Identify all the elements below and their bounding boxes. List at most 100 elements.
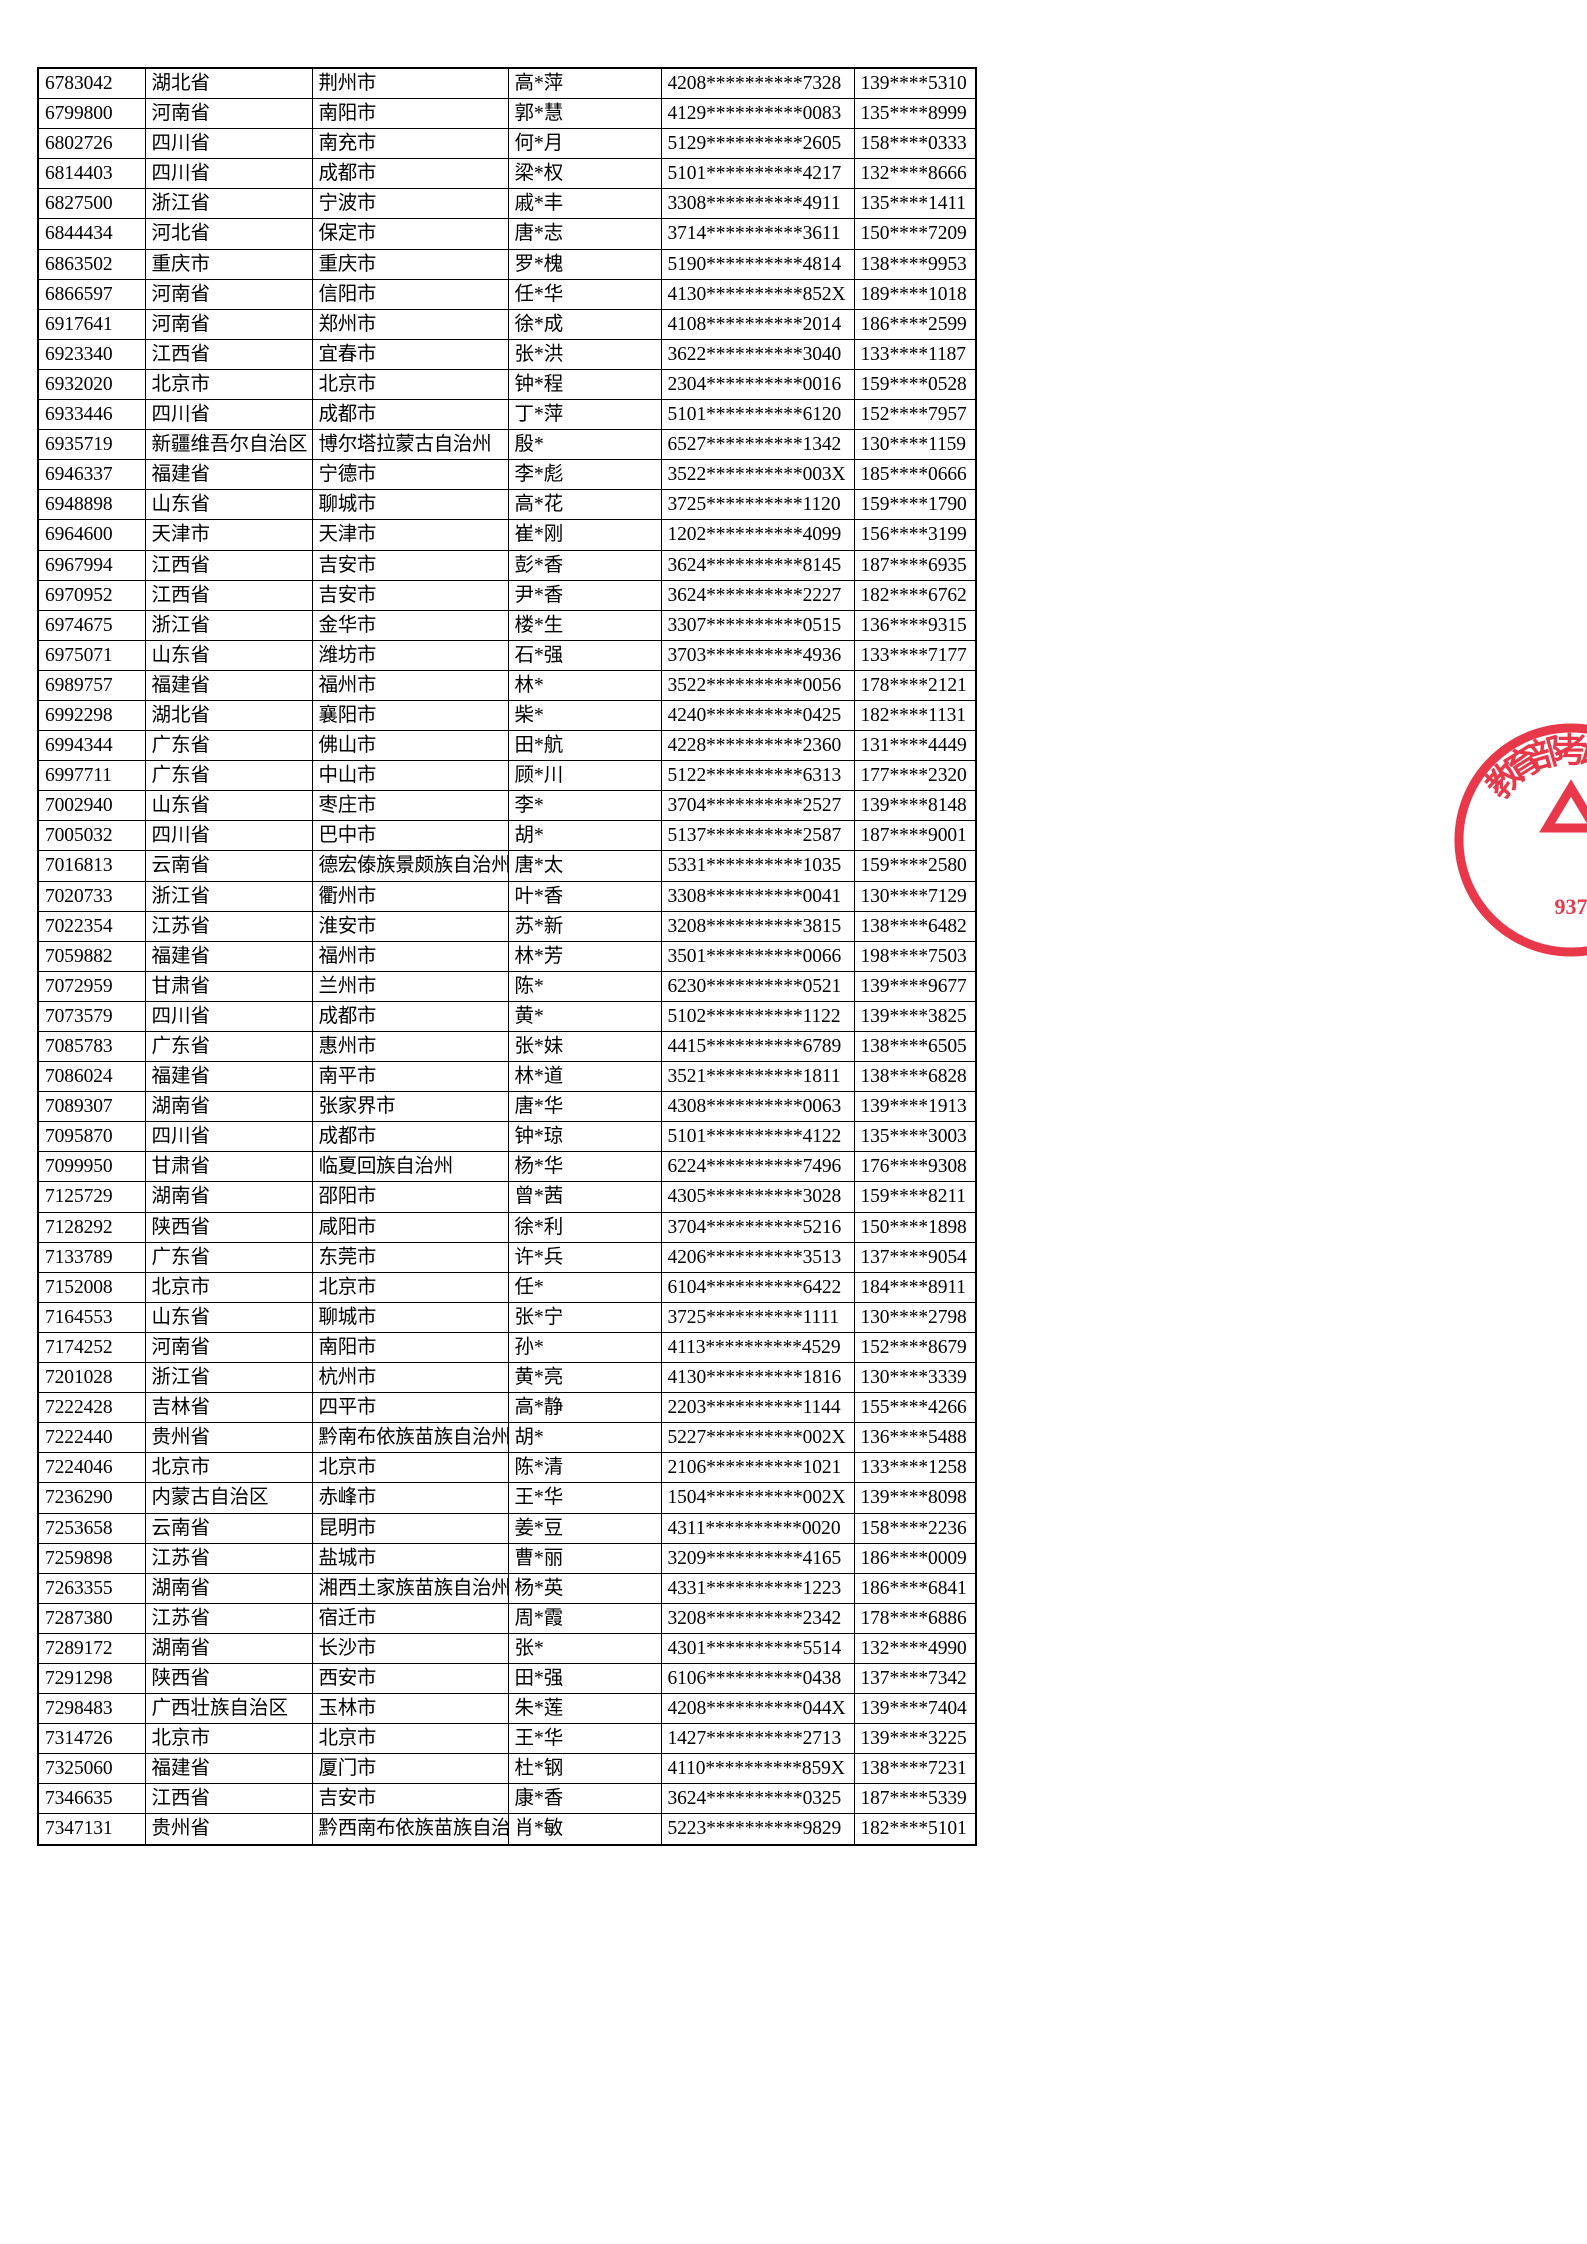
cell-province: 北京市 (144, 1723, 313, 1755)
cell-person-name: 朱*莲 (507, 1693, 662, 1725)
table-row: 6802726 四川省 南充市 何*月 5129**********2605 158***… (37, 128, 977, 160)
cell-phone-number: 152****8679 (853, 1331, 977, 1364)
cell-person-name: 李*彪 (507, 459, 662, 491)
table-row: 7089307 湖南省 张家界市 唐*华 4308**********0063 139**… (37, 1091, 977, 1123)
cell-person-name: 胡* (507, 1422, 662, 1454)
cell-sequence-id: 6994344 (37, 730, 146, 762)
cell-province: 四川省 (144, 158, 313, 190)
cell-phone-number: 138****6505 (853, 1030, 977, 1063)
cell-city: 北京市 (311, 1271, 509, 1303)
table-row: 7263355 湖南省 湘西土家族苗族自治州 杨*英 4331**********122… (37, 1572, 977, 1604)
cell-sequence-id: 6923340 (37, 338, 146, 370)
cell-phone-number: 137****9054 (853, 1241, 977, 1273)
cell-province: 河北省 (144, 218, 313, 250)
cell-phone-number: 133****1258 (853, 1452, 977, 1484)
cell-province: 天津市 (144, 519, 313, 551)
cell-city: 杭州市 (311, 1362, 509, 1394)
cell-province: 北京市 (144, 1452, 313, 1484)
cell-city: 吉安市 (311, 549, 509, 581)
cell-phone-number: 131****4449 (853, 730, 977, 762)
cell-city: 福州市 (311, 669, 509, 701)
cell-city: 湘西土家族苗族自治州 (311, 1572, 509, 1604)
cell-phone-number: 133****1187 (853, 338, 977, 370)
cell-city: 成都市 (311, 1000, 509, 1033)
table-row: 7005032 四川省 巴中市 胡* 5137**********2587 187****… (37, 820, 977, 852)
cell-phone-number: 136****9315 (853, 609, 977, 641)
cell-province: 四川省 (144, 128, 313, 160)
cell-province: 山东省 (144, 1301, 313, 1333)
cell-city: 南平市 (311, 1061, 509, 1093)
table-row: 7289172 湖南省 长沙市 张* 4301**********5514 132****… (37, 1632, 977, 1664)
cell-id-card-number: 4130**********852X (660, 278, 855, 310)
cell-person-name: 戚*丰 (507, 188, 662, 220)
cell-city: 成都市 (311, 399, 509, 431)
cell-province: 贵州省 (144, 1813, 313, 1846)
cell-id-card-number: 1427**********2713 (660, 1723, 855, 1755)
cell-person-name: 高*萍 (507, 67, 662, 100)
cell-city: 东莞市 (311, 1241, 509, 1273)
svg-text:育: 育 (1499, 739, 1548, 789)
cell-sequence-id: 6964600 (37, 519, 146, 551)
cell-person-name: 田*强 (507, 1662, 662, 1695)
cell-person-name: 楼*生 (507, 609, 662, 641)
cell-person-name: 黄*亮 (507, 1362, 662, 1394)
cell-city: 北京市 (311, 368, 509, 401)
cell-sequence-id: 6997711 (37, 760, 146, 792)
cell-city: 四平市 (311, 1392, 509, 1424)
cell-id-card-number: 5101**********6120 (660, 399, 855, 431)
cell-id-card-number: 4311**********0020 (660, 1512, 855, 1544)
cell-sequence-id: 7020733 (37, 880, 146, 912)
cell-person-name: 唐*太 (507, 850, 662, 882)
cell-person-name: 罗*槐 (507, 248, 662, 280)
cell-person-name: 叶*香 (507, 880, 662, 912)
cell-province: 湖南省 (144, 1632, 313, 1664)
cell-phone-number: 132****8666 (853, 158, 977, 190)
cell-person-name: 崔*刚 (507, 519, 662, 551)
cell-province: 广东省 (144, 760, 313, 792)
cell-city: 潍坊市 (311, 639, 509, 671)
cell-province: 广东省 (144, 730, 313, 762)
cell-city: 玉林市 (311, 1693, 509, 1725)
table-row: 6827500 浙江省 宁波市 戚*丰 3308**********4911 135***… (37, 188, 977, 220)
cell-city: 襄阳市 (311, 699, 509, 732)
cell-province: 河南省 (144, 308, 313, 340)
cell-person-name: 何*月 (507, 128, 662, 160)
cell-person-name: 唐*华 (507, 1091, 662, 1123)
table-row: 7259898 江苏省 盐城市 曹*丽 3209**********4165 186***… (37, 1542, 977, 1574)
table-row: 7133789 广东省 东莞市 许*兵 4206**********3513 137***… (37, 1241, 977, 1273)
cell-province: 四川省 (144, 820, 313, 852)
cell-person-name: 李* (507, 790, 662, 822)
table-row: 6970952 江西省 吉安市 尹*香 3624**********2227 182***… (37, 579, 977, 611)
cell-id-card-number: 3209**********4165 (660, 1542, 855, 1574)
table-row: 7222440 贵州省 黔南布依族苗族自治州 胡* 5227**********002X… (37, 1422, 977, 1454)
cell-sequence-id: 7174252 (37, 1331, 146, 1364)
cell-id-card-number: 4129**********0083 (660, 98, 855, 130)
cell-phone-number: 139****8148 (853, 790, 977, 822)
cell-id-card-number: 5223**********9829 (660, 1813, 855, 1846)
cell-id-card-number: 2203**********1144 (660, 1392, 855, 1424)
cell-sequence-id: 7152008 (37, 1271, 146, 1303)
cell-city: 信阳市 (311, 278, 509, 310)
cell-province: 浙江省 (144, 609, 313, 641)
cell-province: 江苏省 (144, 1542, 313, 1574)
cell-phone-number: 135****3003 (853, 1121, 977, 1153)
cell-id-card-number: 3522**********0056 (660, 669, 855, 701)
cell-city: 淮安市 (311, 910, 509, 942)
cell-id-card-number: 6527**********1342 (660, 429, 855, 461)
cell-province: 四川省 (144, 1000, 313, 1033)
cell-phone-number: 155****4266 (853, 1392, 977, 1424)
cell-province: 云南省 (144, 1512, 313, 1544)
cell-id-card-number: 6106**********0438 (660, 1662, 855, 1695)
cell-phone-number: 138****7231 (853, 1753, 977, 1785)
table-row: 7059882 福建省 福州市 林*芳 3501**********0066 198***… (37, 940, 977, 972)
cell-sequence-id: 7253658 (37, 1512, 146, 1544)
table-row: 7125729 湖南省 邵阳市 曾*茜 4305**********3028 159***… (37, 1181, 977, 1213)
cell-phone-number: 130****7129 (853, 880, 977, 912)
table-row: 7085783 广东省 惠州市 张*妹 4415**********6789 138***… (37, 1030, 977, 1063)
cell-person-name: 陈*清 (507, 1452, 662, 1484)
cell-id-card-number: 4208**********044X (660, 1693, 855, 1725)
cell-id-card-number: 3501**********0066 (660, 940, 855, 972)
cell-id-card-number: 3308**********4911 (660, 188, 855, 220)
cell-id-card-number: 6230**********0521 (660, 970, 855, 1002)
cell-phone-number: 150****1898 (853, 1211, 977, 1243)
